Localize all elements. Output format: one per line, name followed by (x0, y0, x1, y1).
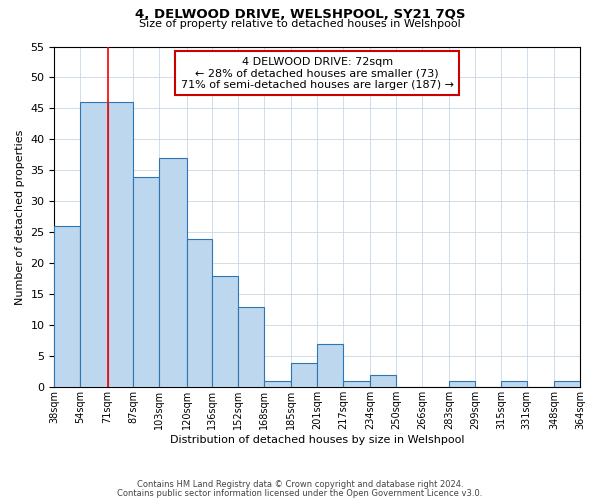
Bar (212, 276, 238, 388)
Bar (238, 306, 264, 388)
Bar (343, 381, 370, 388)
Bar (187, 238, 212, 388)
Text: Contains public sector information licensed under the Open Government Licence v3: Contains public sector information licen… (118, 488, 482, 498)
Y-axis label: Number of detached properties: Number of detached properties (15, 129, 25, 304)
Bar (264, 381, 292, 388)
Bar (159, 158, 187, 388)
Bar (107, 102, 133, 388)
Bar (317, 344, 343, 388)
Text: 4 DELWOOD DRIVE: 72sqm
← 28% of detached houses are smaller (73)
71% of semi-det: 4 DELWOOD DRIVE: 72sqm ← 28% of detached… (181, 56, 454, 90)
Bar (554, 381, 580, 388)
Bar (80, 102, 107, 388)
Text: Size of property relative to detached houses in Welshpool: Size of property relative to detached ho… (139, 19, 461, 29)
Bar (133, 176, 159, 388)
Bar (501, 381, 527, 388)
Bar (55, 226, 80, 388)
Bar (370, 375, 396, 388)
X-axis label: Distribution of detached houses by size in Welshpool: Distribution of detached houses by size … (170, 435, 464, 445)
Text: 4, DELWOOD DRIVE, WELSHPOOL, SY21 7QS: 4, DELWOOD DRIVE, WELSHPOOL, SY21 7QS (135, 8, 465, 20)
Bar (449, 381, 475, 388)
Text: Contains HM Land Registry data © Crown copyright and database right 2024.: Contains HM Land Registry data © Crown c… (137, 480, 463, 489)
Bar (292, 362, 317, 388)
